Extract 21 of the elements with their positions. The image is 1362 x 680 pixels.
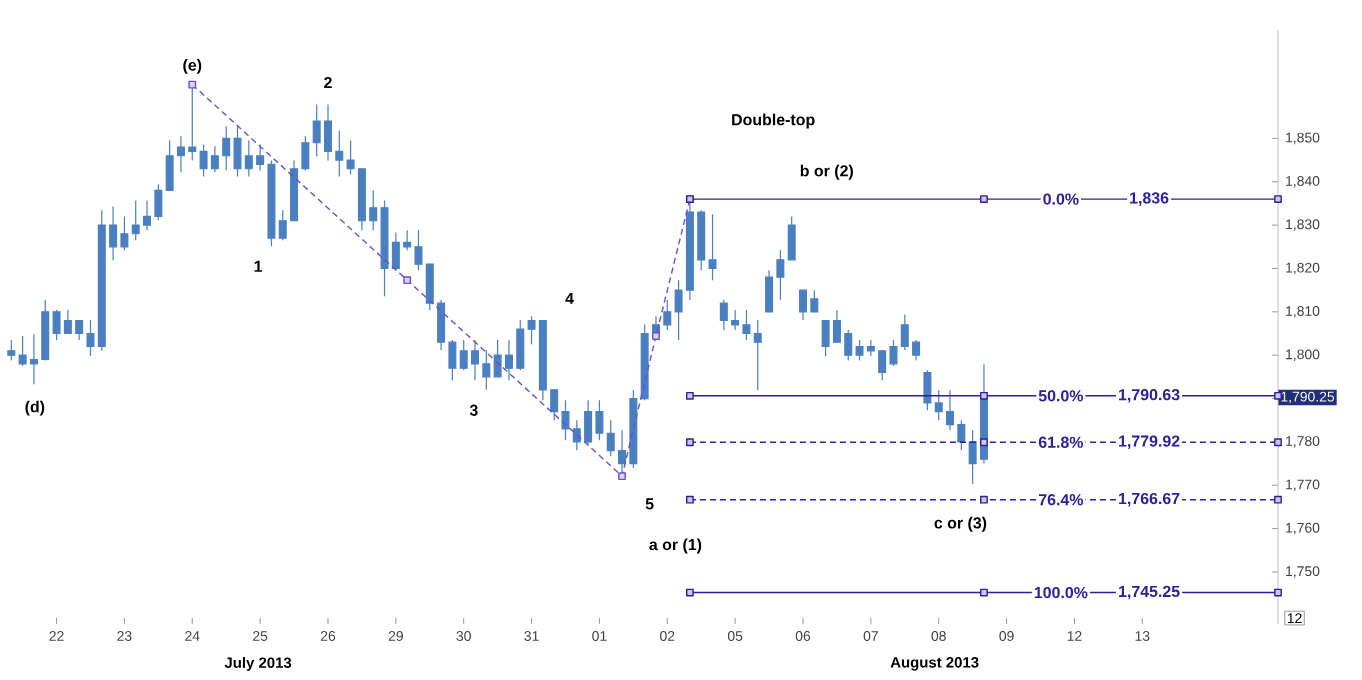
point	[686, 391, 694, 400]
point	[980, 391, 988, 400]
point	[652, 332, 660, 340]
point	[686, 588, 694, 597]
candlestick	[923, 369, 932, 411]
candlestick	[7, 339, 16, 361]
point	[980, 195, 988, 203]
point	[1274, 495, 1282, 504]
point	[403, 276, 412, 285]
point	[1274, 195, 1282, 203]
point	[1274, 588, 1282, 597]
candlestick	[787, 215, 796, 261]
point	[1274, 438, 1282, 447]
point	[980, 588, 988, 597]
point	[686, 495, 694, 504]
candlestick	[753, 319, 762, 391]
point	[618, 472, 626, 481]
point	[686, 438, 694, 447]
point	[980, 438, 988, 447]
point	[980, 495, 988, 504]
point	[188, 80, 197, 89]
